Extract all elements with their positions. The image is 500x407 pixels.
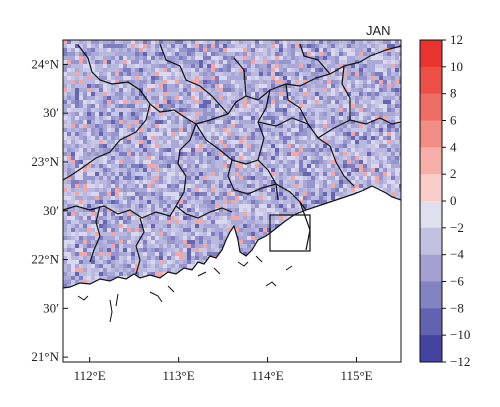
colorbar-tick-label: −4: [450, 247, 464, 262]
lon-tick-label: 113°E: [163, 368, 195, 383]
map-frame: [62, 39, 402, 363]
colorbar-swatch: [420, 66, 442, 95]
colorbar-tick-label: 12: [450, 32, 463, 47]
colorbar-tick-label: −2: [450, 220, 464, 235]
lon-tick-label: 112°E: [74, 368, 106, 383]
colorbar-swatch: [420, 254, 442, 282]
colorbar-swatch: [420, 201, 442, 229]
lat-tick-label: 24°N: [31, 56, 59, 71]
colorbar-tick-label: −10: [450, 327, 470, 342]
longitude-axis: 112°E 113°E 114°E 115°E: [74, 357, 373, 383]
lat-tick-label: 23°N: [31, 154, 59, 169]
colorbar-tick-label: −8: [450, 300, 464, 315]
lat-tick-label: 30′: [43, 300, 59, 315]
colorbar-swatch: [420, 308, 442, 336]
colorbar-swatch: [420, 335, 442, 363]
lon-tick-label: 114°E: [251, 368, 283, 383]
colorbar-tick-label: 4: [450, 139, 457, 154]
colorbar-swatch: [420, 120, 442, 148]
colorbar-swatch: [420, 174, 442, 202]
colorbar-tick-label: 0: [450, 193, 457, 208]
lat-tick-label: 30′: [43, 203, 59, 218]
lat-tick-label: 30′: [43, 105, 59, 120]
islands: [77, 255, 293, 323]
latitude-axis: 24°N 30′ 23°N 30′ 22°N 30′ 21°N: [31, 56, 68, 364]
colorbar-swatch: [420, 227, 442, 256]
colorbar-tick-label: 10: [450, 59, 463, 74]
admin-boundaries: [63, 43, 401, 289]
map-panel: [63, 40, 401, 362]
month-label: JAN: [366, 23, 391, 38]
lon-tick-label: 115°E: [340, 368, 372, 383]
colorbar-tick-label: −6: [450, 274, 464, 289]
colorbar: 12 10 8 6 4 2 0 −2 −4 −6 −8 −10 −12: [419, 32, 470, 369]
lat-tick-label: 21°N: [31, 349, 59, 364]
colorbar-swatch: [420, 40, 442, 68]
colorbar-swatch: [420, 281, 442, 309]
colorbar-tick-label: 2: [450, 166, 457, 181]
colorbar-swatch: [420, 93, 442, 121]
study-area-box: [269, 214, 311, 252]
colorbar-tick-label: 6: [450, 113, 457, 128]
sea-area: [63, 186, 401, 362]
colorbar-tick-label: −12: [450, 354, 470, 369]
colorbar-tick-label: 8: [450, 86, 457, 101]
lat-tick-label: 22°N: [31, 252, 59, 267]
colorbar-swatch: [420, 147, 442, 175]
